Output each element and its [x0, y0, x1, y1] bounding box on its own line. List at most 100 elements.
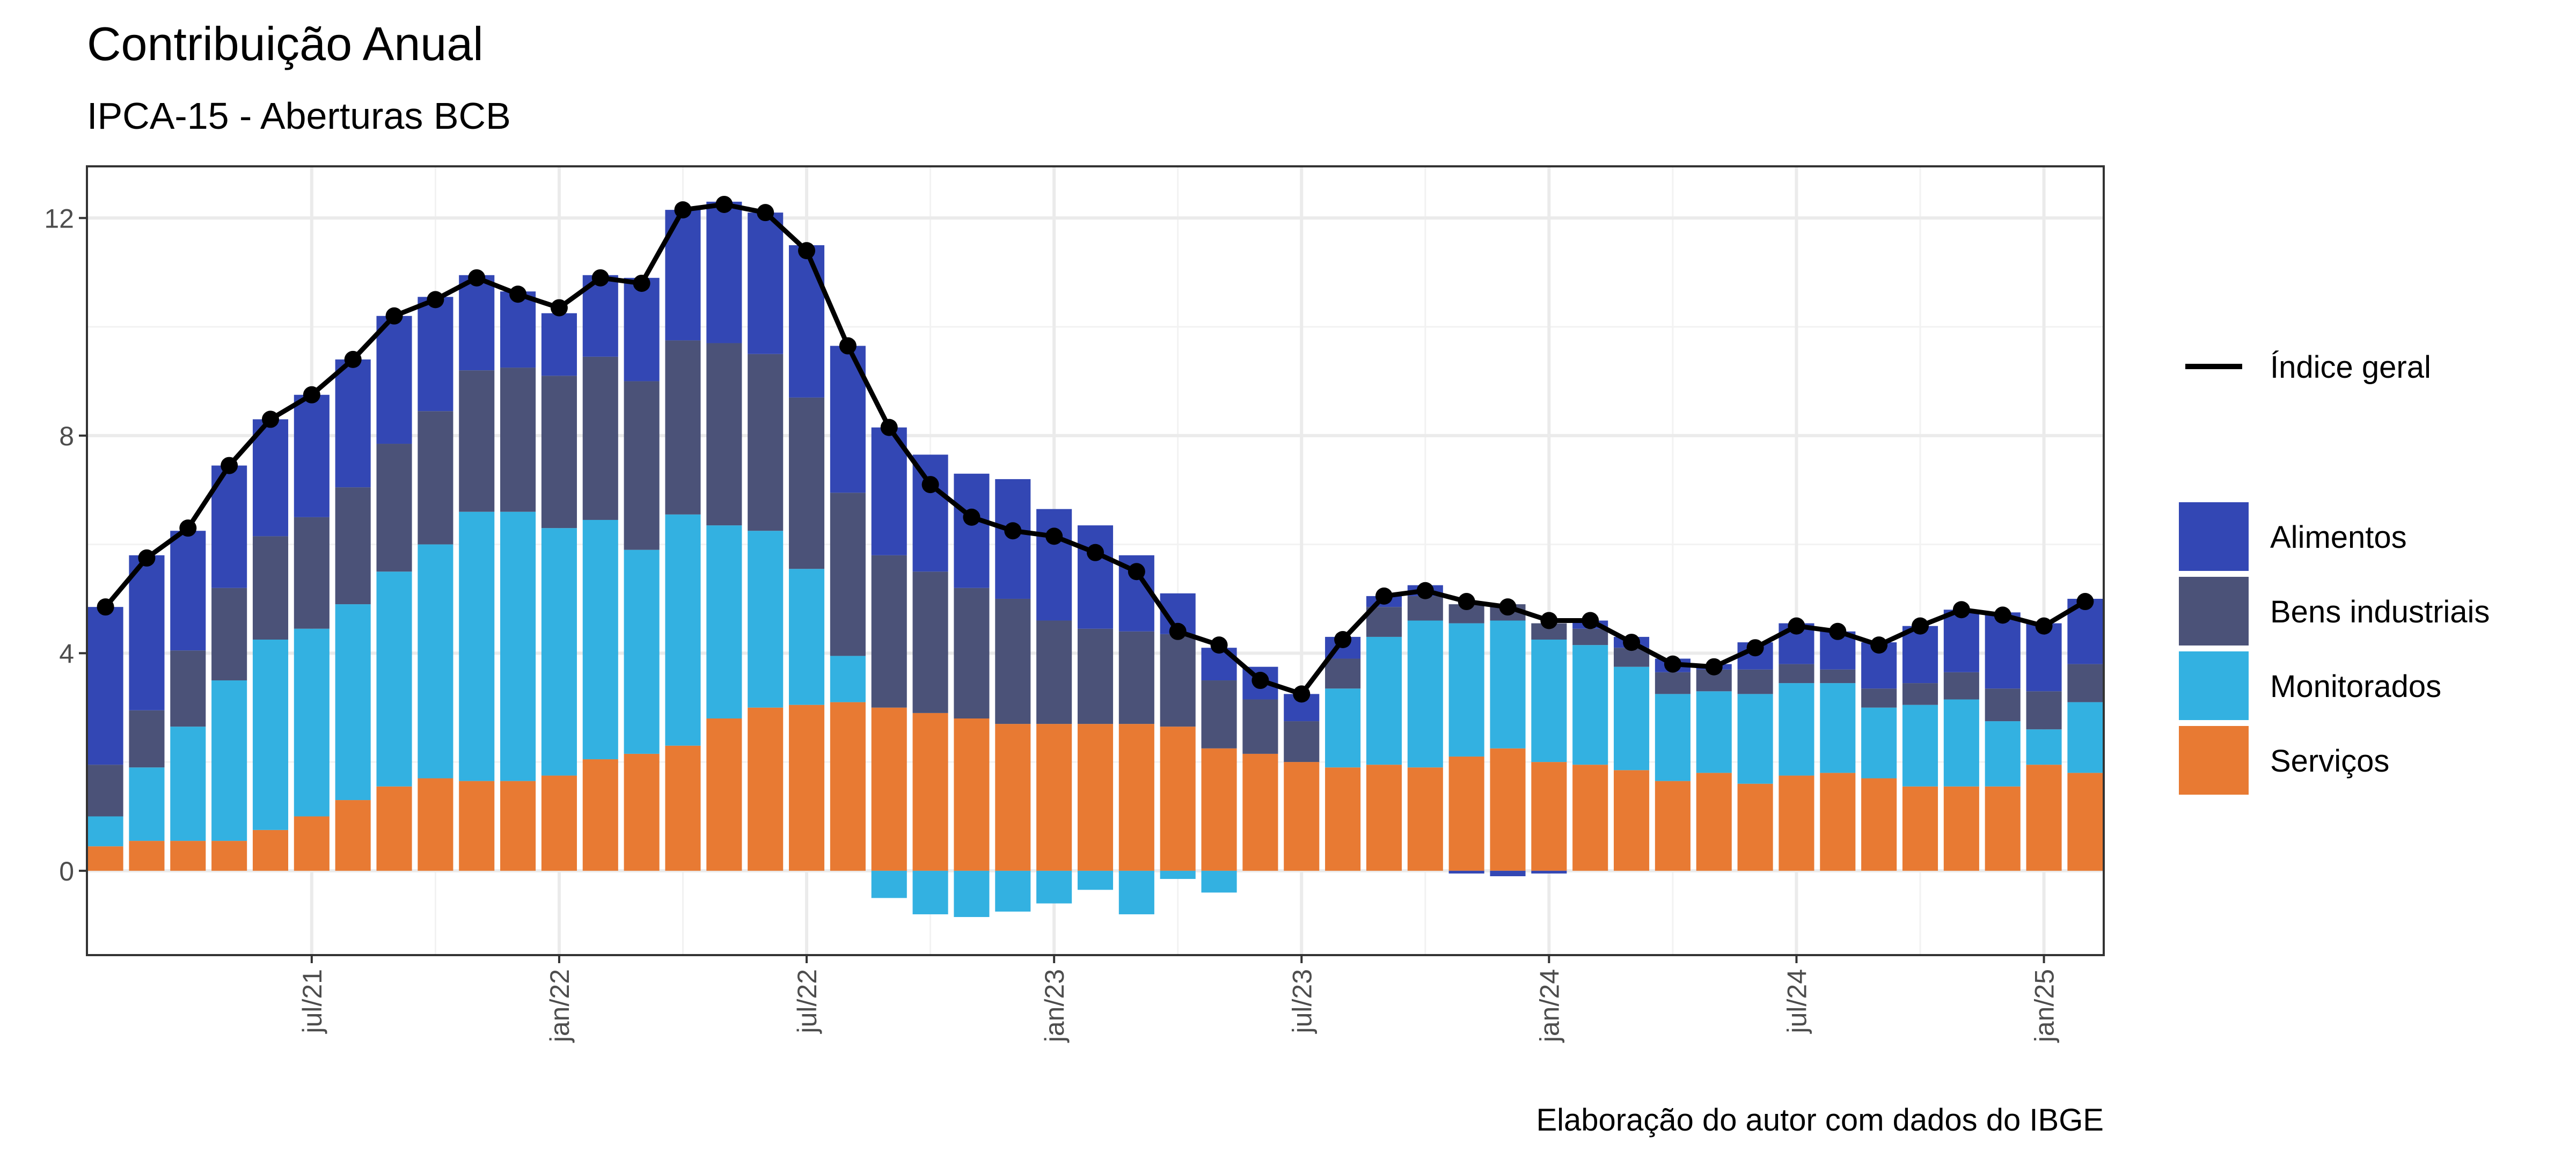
bar-servi-os: [830, 702, 866, 871]
x-tick-label: jan/22: [545, 969, 575, 1043]
bar-servi-os: [335, 800, 371, 871]
bar-bens-industriais: [87, 765, 123, 817]
bar-bens-industriais: [1242, 699, 1278, 754]
bar-monitorados: [2026, 729, 2062, 765]
chart-subtitle: IPCA-15 - Aberturas BCB: [87, 95, 511, 137]
bar-monitorados: [335, 604, 371, 801]
bar-monitorados: [459, 511, 495, 781]
indice-geral-point: [1087, 544, 1104, 561]
bar-servi-os: [2026, 765, 2062, 871]
bar-servi-os: [1490, 748, 1526, 871]
bar-servi-os: [1242, 753, 1278, 871]
bar-monitorados: [1201, 870, 1237, 893]
bar-servi-os: [1366, 765, 1402, 871]
bar-bens-industriais: [170, 650, 206, 727]
bar-servi-os: [665, 745, 701, 871]
bar-servi-os: [1284, 762, 1320, 871]
bar-monitorados: [830, 656, 866, 702]
bar-servi-os: [912, 713, 948, 871]
bar-bens-industriais: [912, 571, 948, 713]
indice-geral-point: [385, 307, 403, 325]
indice-geral-point: [880, 419, 898, 436]
indice-geral-point: [1623, 634, 1641, 651]
indice-geral-point: [1582, 612, 1599, 629]
indice-geral-point: [1045, 527, 1063, 545]
bar-monitorados: [1407, 620, 1443, 768]
bar-alimentos: [170, 531, 206, 651]
indice-geral-point: [2035, 617, 2053, 635]
indice-geral-point: [1952, 601, 1970, 619]
bar-alimentos: [294, 394, 330, 517]
bar-monitorados: [87, 816, 123, 847]
x-tick-label: jan/24: [1534, 969, 1564, 1043]
bar-bens-industriais: [582, 356, 618, 520]
bar-servi-os: [87, 846, 123, 871]
bar-alimentos: [788, 245, 825, 398]
indice-geral-point: [2076, 593, 2094, 611]
x-tick-label: jan/25: [2030, 969, 2060, 1043]
bar-monitorados: [665, 514, 701, 746]
bar-servi-os: [1201, 748, 1237, 871]
bar-monitorados: [912, 870, 948, 914]
bar-bens-industriais: [1407, 596, 1443, 621]
bar-servi-os: [294, 816, 330, 871]
bar-alimentos: [748, 212, 784, 354]
indice-geral-point: [1293, 685, 1311, 703]
bar-bens-industriais: [1201, 680, 1237, 749]
bar-servi-os: [418, 778, 453, 871]
bar-bens-industriais: [459, 370, 495, 512]
plot-panel: [86, 165, 2105, 956]
indice-geral-point: [963, 508, 980, 526]
indice-geral-point: [1912, 617, 1929, 635]
bar-bens-industriais: [1284, 721, 1320, 762]
bar-servi-os: [252, 830, 289, 871]
bar-servi-os: [871, 707, 907, 871]
legend-key-monitorados: [2179, 651, 2249, 720]
bar-servi-os: [582, 759, 618, 871]
indice-geral-point: [344, 350, 362, 368]
indice-geral-point: [1664, 655, 1681, 673]
indice-geral-point: [591, 269, 609, 287]
bar-alimentos: [871, 427, 907, 555]
legend-label: Serviços: [2270, 744, 2389, 779]
bar-monitorados: [294, 628, 330, 817]
bar-servi-os: [1118, 724, 1154, 871]
bar-servi-os: [1943, 786, 1979, 871]
indice-geral-point: [798, 242, 816, 260]
indice-geral-point: [1458, 593, 1475, 611]
bar-monitorados: [788, 569, 825, 705]
bar-monitorados: [1448, 623, 1484, 757]
bar-servi-os: [1325, 767, 1361, 871]
indice-geral-point: [1746, 639, 1764, 657]
indice-geral-point: [674, 201, 692, 219]
bar-alimentos: [1036, 509, 1072, 621]
bar-servi-os: [788, 705, 825, 871]
bar-bens-industriais: [1943, 672, 1979, 700]
bar-bens-industriais: [129, 710, 165, 768]
bar-bens-industriais: [954, 588, 990, 718]
bar-servi-os: [376, 786, 412, 871]
indice-geral-point: [1169, 622, 1187, 640]
bar-bens-industriais: [541, 376, 577, 529]
indice-geral-point: [1499, 598, 1517, 616]
chart-caption: Elaboração do autor com dados do IBGE: [1536, 1103, 2104, 1138]
bar-bens-industriais: [1861, 688, 1897, 708]
bar-bens-industriais: [995, 598, 1031, 724]
indice-geral-point: [1210, 636, 1228, 654]
bar-bens-industriais: [252, 536, 289, 640]
bar-monitorados: [252, 640, 289, 830]
bar-monitorados: [1325, 688, 1361, 768]
bar-monitorados: [1531, 640, 1567, 762]
bar-monitorados: [1077, 870, 1114, 890]
bar-servi-os: [211, 841, 247, 871]
bar-bens-industriais: [1077, 628, 1114, 724]
bar-alimentos: [459, 275, 495, 371]
bar-monitorados: [500, 511, 536, 781]
panel-border: [86, 165, 2105, 956]
legend-key-servi-os: [2179, 726, 2249, 795]
bar-alimentos: [954, 473, 990, 588]
indice-geral-point: [757, 204, 774, 222]
y-axis: 0 4 8 12: [44, 203, 87, 886]
bar-servi-os: [1036, 724, 1072, 871]
